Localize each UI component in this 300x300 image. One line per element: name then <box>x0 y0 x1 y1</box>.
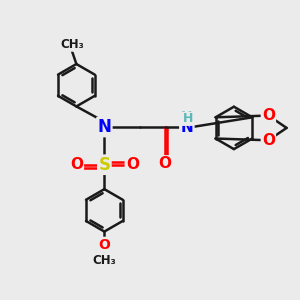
Text: S: S <box>98 156 110 174</box>
Text: N: N <box>98 118 111 136</box>
Text: O: O <box>98 238 110 252</box>
Text: O: O <box>126 157 139 172</box>
Text: O: O <box>262 108 275 123</box>
Text: H: H <box>181 110 193 124</box>
Text: O: O <box>158 156 171 171</box>
Text: H: H <box>182 112 193 125</box>
Text: N: N <box>180 119 193 134</box>
Text: N: N <box>180 119 193 134</box>
Text: CH₃: CH₃ <box>60 38 84 51</box>
Text: O: O <box>70 157 83 172</box>
Text: O: O <box>262 133 275 148</box>
Text: CH₃: CH₃ <box>92 254 116 267</box>
